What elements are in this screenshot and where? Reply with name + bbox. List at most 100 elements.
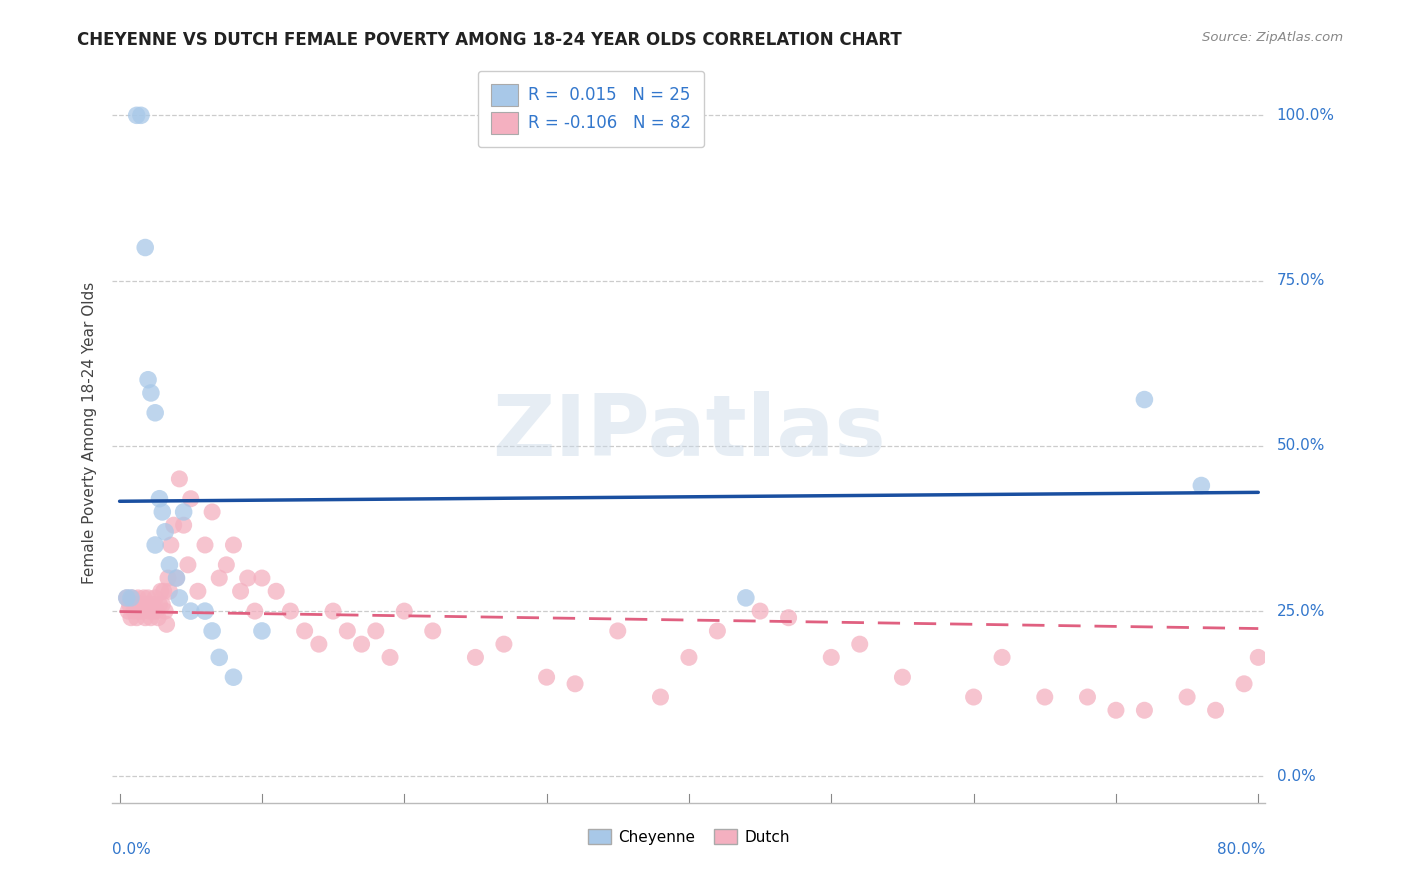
Point: [148, 598, 170, 612]
Point: [150, 598, 173, 612]
Point: [163, 518, 186, 533]
Point: [143, 538, 166, 552]
Point: [127, 591, 149, 605]
Point: [150, 505, 173, 519]
Point: [1076, 690, 1098, 704]
Point: [564, 677, 586, 691]
Point: [152, 584, 174, 599]
Point: [250, 624, 273, 638]
Point: [142, 604, 165, 618]
Point: [1247, 650, 1270, 665]
Point: [1233, 677, 1256, 691]
Text: 25.0%: 25.0%: [1277, 604, 1324, 618]
Point: [153, 604, 176, 618]
Point: [1133, 392, 1156, 407]
Point: [134, 240, 156, 255]
Text: 100.0%: 100.0%: [1277, 108, 1334, 123]
Point: [157, 584, 180, 599]
Point: [115, 591, 138, 605]
Point: [243, 604, 266, 618]
Point: [166, 571, 188, 585]
Point: [173, 518, 195, 533]
Point: [734, 591, 756, 605]
Point: [606, 624, 628, 638]
Point: [131, 604, 153, 618]
Point: [229, 584, 252, 599]
Point: [194, 604, 217, 618]
Point: [891, 670, 914, 684]
Point: [962, 690, 984, 704]
Point: [1133, 703, 1156, 717]
Point: [350, 637, 373, 651]
Point: [991, 650, 1014, 665]
Point: [187, 584, 209, 599]
Point: [364, 624, 387, 638]
Point: [778, 611, 800, 625]
Point: [1105, 703, 1128, 717]
Text: Source: ZipAtlas.com: Source: ZipAtlas.com: [1202, 31, 1343, 45]
Point: [208, 571, 231, 585]
Point: [120, 591, 142, 605]
Point: [492, 637, 515, 651]
Point: [294, 624, 316, 638]
Point: [153, 524, 176, 539]
Point: [820, 650, 842, 665]
Point: [378, 650, 401, 665]
Point: [336, 624, 359, 638]
Text: 0.0%: 0.0%: [1277, 769, 1315, 784]
Point: [322, 604, 344, 618]
Point: [125, 611, 148, 625]
Point: [749, 604, 772, 618]
Text: 50.0%: 50.0%: [1277, 438, 1324, 453]
Point: [678, 650, 700, 665]
Point: [422, 624, 444, 638]
Point: [180, 491, 202, 506]
Point: [143, 406, 166, 420]
Point: [464, 650, 486, 665]
Text: CHEYENNE VS DUTCH FEMALE POVERTY AMONG 18-24 YEAR OLDS CORRELATION CHART: CHEYENNE VS DUTCH FEMALE POVERTY AMONG 1…: [77, 31, 903, 49]
Point: [201, 505, 224, 519]
Point: [134, 611, 156, 625]
Text: 0.0%: 0.0%: [112, 842, 152, 856]
Point: [124, 598, 146, 612]
Point: [222, 670, 245, 684]
Point: [1189, 478, 1212, 492]
Point: [122, 604, 145, 618]
Point: [146, 611, 169, 625]
Point: [169, 591, 191, 605]
Point: [848, 637, 870, 651]
Point: [155, 617, 177, 632]
Point: [394, 604, 416, 618]
Point: [166, 571, 188, 585]
Point: [706, 624, 728, 638]
Point: [194, 538, 217, 552]
Point: [121, 591, 143, 605]
Point: [215, 558, 238, 572]
Point: [180, 604, 202, 618]
Point: [138, 604, 160, 618]
Point: [132, 591, 155, 605]
Point: [169, 472, 191, 486]
Point: [208, 650, 231, 665]
Text: 80.0%: 80.0%: [1218, 842, 1265, 856]
Point: [308, 637, 330, 651]
Point: [125, 108, 148, 122]
Point: [118, 598, 141, 612]
Point: [120, 611, 142, 625]
Point: [128, 604, 150, 618]
Point: [135, 598, 157, 612]
Point: [145, 604, 167, 618]
Point: [149, 584, 172, 599]
Text: 75.0%: 75.0%: [1277, 273, 1324, 288]
Point: [148, 491, 170, 506]
Point: [160, 538, 183, 552]
Point: [236, 571, 259, 585]
Point: [117, 604, 139, 618]
Legend: Cheyenne, Dutch: Cheyenne, Dutch: [582, 822, 796, 851]
Point: [115, 591, 138, 605]
Point: [136, 591, 159, 605]
Point: [536, 670, 558, 684]
Point: [650, 690, 672, 704]
Point: [129, 108, 152, 122]
Point: [173, 505, 195, 519]
